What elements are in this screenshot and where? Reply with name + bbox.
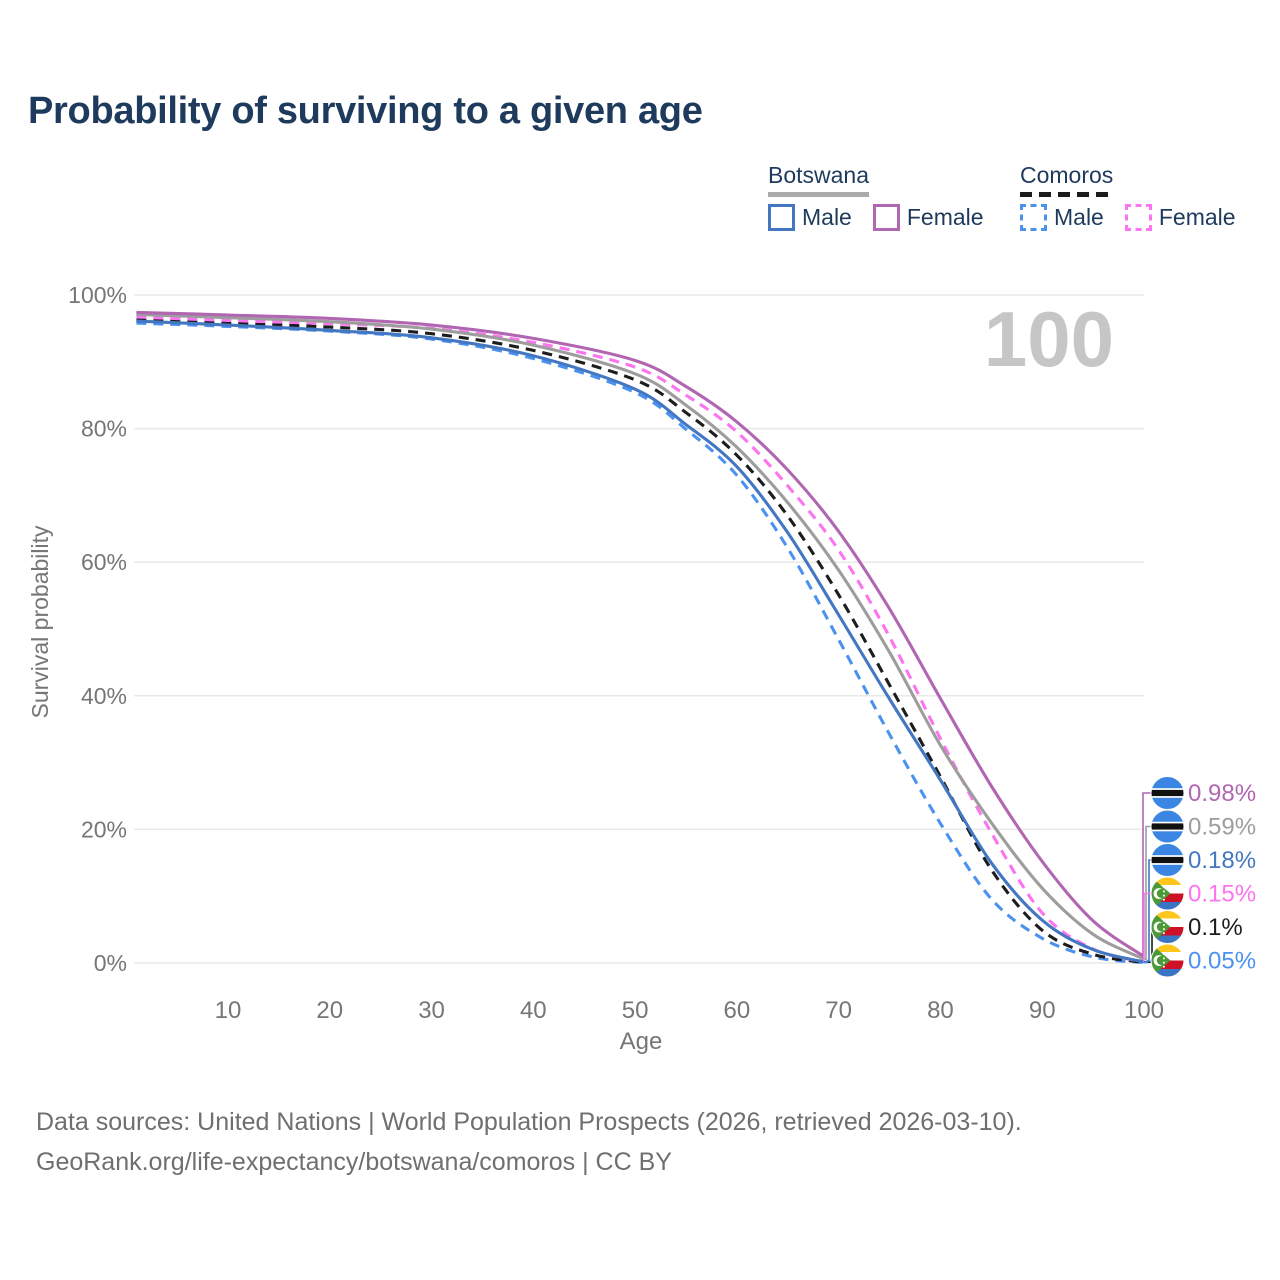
x-tick-label-10: 10 [215, 997, 242, 1024]
end-value-label-botswana-male: 0.18% [1188, 847, 1256, 874]
end-value-label-botswana-both-sexes: 0.59% [1188, 814, 1256, 841]
end-value-label-comoros-male: 0.05% [1188, 948, 1256, 975]
comoros-flag-icon [1150, 943, 1185, 978]
botswana-female-label: Female [906, 204, 984, 230]
end-value-label-comoros-both-sexes: 0.1% [1188, 914, 1243, 941]
legend-item-comoros-male[interactable]: Male [1020, 204, 1104, 231]
legend-group-comoros: Comoros Male Female [1020, 162, 1236, 231]
series-line-botswana-both-sexes[interactable] [136, 312, 1145, 961]
comoros-female-swatch [1124, 204, 1152, 231]
end-connector-botswana-male [1144, 859, 1151, 963]
botswana-flag-icon [1150, 776, 1185, 810]
comoros-male-label: Male [1054, 204, 1104, 230]
y-tick-label-40: 40% [81, 683, 127, 709]
legend-item-botswana-male[interactable]: Male [768, 204, 852, 231]
legend-item-comoros-female[interactable]: Female [1124, 204, 1236, 231]
botswana-flag-icon [1150, 809, 1185, 844]
comoros-female-label: Female [1158, 204, 1236, 230]
page-title: Probability of surviving to a given age [28, 90, 703, 132]
chart-legend: Botswana Male Female Comoros [768, 162, 1248, 242]
x-tick-label-90: 90 [1029, 997, 1056, 1024]
end-value-label-botswana-female: 0.98% [1188, 780, 1256, 807]
x-axis-title: Age [620, 1028, 663, 1055]
y-tick-label-80: 80% [81, 416, 127, 442]
comoros-dashed-line-sample [1020, 192, 1114, 197]
x-tick-label-100: 100 [1124, 997, 1164, 1024]
legend-country-botswana-label: Botswana [768, 162, 870, 188]
x-tick-label-30: 30 [418, 997, 445, 1024]
x-tick-label-50: 50 [622, 997, 649, 1024]
series-line-comoros-both-sexes[interactable] [136, 318, 1145, 964]
botswana-male-label: Male [802, 204, 852, 230]
botswana-male-swatch [768, 204, 795, 231]
legend-item-botswana-female[interactable]: Female [872, 204, 984, 231]
footer: Data sources: United Nations | World Pop… [36, 1102, 1022, 1182]
y-tick-label-0: 0% [94, 950, 127, 976]
data-sources-line: Data sources: United Nations | World Pop… [36, 1108, 1022, 1136]
comoros-flag-icon [1150, 876, 1185, 911]
legend-country-comoros[interactable]: Comoros [1020, 162, 1114, 197]
x-tick-label-70: 70 [825, 997, 852, 1024]
y-axis-title: Survival probability [27, 525, 53, 719]
end-connector-comoros-female [1143, 892, 1151, 962]
y-tick-label-100: 100% [68, 282, 127, 308]
series-line-botswana-female[interactable] [136, 310, 1145, 958]
x-tick-label-20: 20 [316, 997, 343, 1024]
x-tick-label-80: 80 [927, 997, 954, 1024]
legend-country-comoros-label: Comoros [1020, 162, 1114, 188]
comoros-male-swatch [1020, 204, 1047, 231]
botswana-solid-line-sample [768, 192, 870, 197]
legend-country-botswana[interactable]: Botswana [768, 162, 870, 197]
end-value-label-comoros-female: 0.15% [1188, 881, 1256, 908]
x-tick-label-60: 60 [724, 997, 751, 1024]
y-tick-label-60: 60% [81, 549, 127, 575]
legend-group-botswana: Botswana Male Female [768, 162, 984, 231]
age-watermark: 100 [984, 295, 1114, 383]
y-tick-label-20: 20% [81, 816, 127, 842]
comoros-flag-icon [1150, 910, 1185, 944]
end-connector-comoros-male [1144, 959, 1151, 964]
series-line-botswana-male[interactable] [136, 319, 1145, 964]
attribution-line: GeoRank.org/life-expectancy/botswana/com… [36, 1148, 672, 1176]
x-tick-label-40: 40 [520, 997, 547, 1024]
botswana-female-swatch [872, 204, 900, 231]
botswana-flag-icon [1150, 843, 1185, 877]
